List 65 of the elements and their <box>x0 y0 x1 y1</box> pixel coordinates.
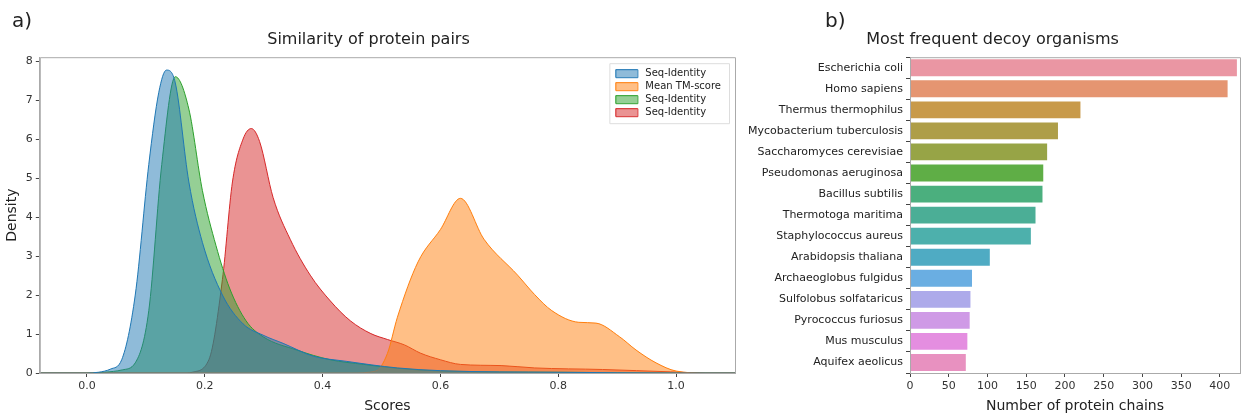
x-tick-label: 400 <box>1209 379 1231 393</box>
bar <box>910 59 1237 77</box>
y-tick-label: Homo sapiens <box>825 81 904 95</box>
x-tick-label: 250 <box>1093 379 1115 393</box>
text: b) <box>825 8 846 32</box>
x-tick-label: 0.0 <box>78 379 96 393</box>
y-tick-label: Saccharomyces cerevisiae <box>757 144 904 158</box>
bar <box>910 227 1031 245</box>
x-tick-label: 0 <box>906 379 914 393</box>
y-tick-label: 8 <box>25 53 33 67</box>
y-tick-label: Archaeoglobus fulgidus <box>774 271 904 285</box>
y-tick-label: 2 <box>25 287 33 301</box>
legend-label: Mean TM-score <box>645 80 721 92</box>
bar <box>910 122 1058 140</box>
y-tick-label: 5 <box>25 170 33 184</box>
y-tick-label: Pseudomonas aeruginosa <box>761 165 904 179</box>
x-tick-label: 350 <box>1170 379 1192 393</box>
chart-title: Most frequent decoy organisms <box>866 28 1119 48</box>
bar <box>910 269 972 287</box>
x-tick-label: 0.6 <box>431 379 450 393</box>
y-tick-label: 4 <box>25 209 33 223</box>
text: a) <box>12 8 33 32</box>
x-axis-title: Number of protein chains <box>985 397 1165 414</box>
y-tick-label: Thermotoga maritima <box>781 207 904 221</box>
bar <box>910 290 971 308</box>
x-tick-label: 0.4 <box>313 379 332 393</box>
y-tick-label: Pyrococcus furiosus <box>794 313 904 327</box>
y-tick-label: Aquifex aeolicus <box>813 355 904 369</box>
bar <box>910 354 966 371</box>
y-tick-label: Mycobacterium tuberculosis <box>748 123 904 137</box>
y-tick-label: Mus musculus <box>825 334 904 348</box>
bar <box>910 206 1036 224</box>
bar <box>910 164 1044 182</box>
y-tick-label: Escherichia coli <box>817 60 904 74</box>
legend-label: Seq-Identity <box>645 93 707 105</box>
chart-title: Similarity of protein pairs <box>267 28 470 48</box>
y-tick-label: 1 <box>25 326 33 340</box>
y-tick-label: Sulfolobus solfataricus <box>778 292 904 306</box>
x-tick-label: 0.2 <box>196 379 214 393</box>
x-tick-label: 0.8 <box>549 379 567 393</box>
y-tick-label: 6 <box>25 131 33 145</box>
bar <box>910 101 1081 119</box>
y-tick-label: Arabidopsis thaliana <box>790 250 904 264</box>
y-tick-label: 3 <box>25 248 33 262</box>
x-tick-label: 1.0 <box>667 379 685 393</box>
x-tick-label: 150 <box>1015 379 1037 393</box>
bar <box>910 333 968 350</box>
x-tick-label: 50 <box>941 379 956 393</box>
y-tick-label: 7 <box>25 92 33 106</box>
bar <box>910 185 1043 203</box>
x-tick-label: 300 <box>1131 379 1153 393</box>
bar <box>910 80 1228 98</box>
y-axis-title: Density <box>3 188 20 242</box>
x-tick-label: 100 <box>976 379 998 393</box>
y-tick-label: Bacillus subtilis <box>818 186 904 200</box>
x-axis-title: Scores <box>364 397 411 414</box>
bar <box>910 311 970 329</box>
legend-label: Seq-Identity <box>645 67 707 79</box>
bar <box>910 143 1048 161</box>
y-tick-label: 0 <box>25 365 33 379</box>
x-tick-label: 200 <box>1054 379 1076 393</box>
bar <box>910 248 990 266</box>
y-tick-label: Staphylococcus aureus <box>776 229 904 243</box>
y-tick-label: Thermus thermophilus <box>777 102 904 116</box>
legend-label: Seq-Identity <box>645 106 707 118</box>
